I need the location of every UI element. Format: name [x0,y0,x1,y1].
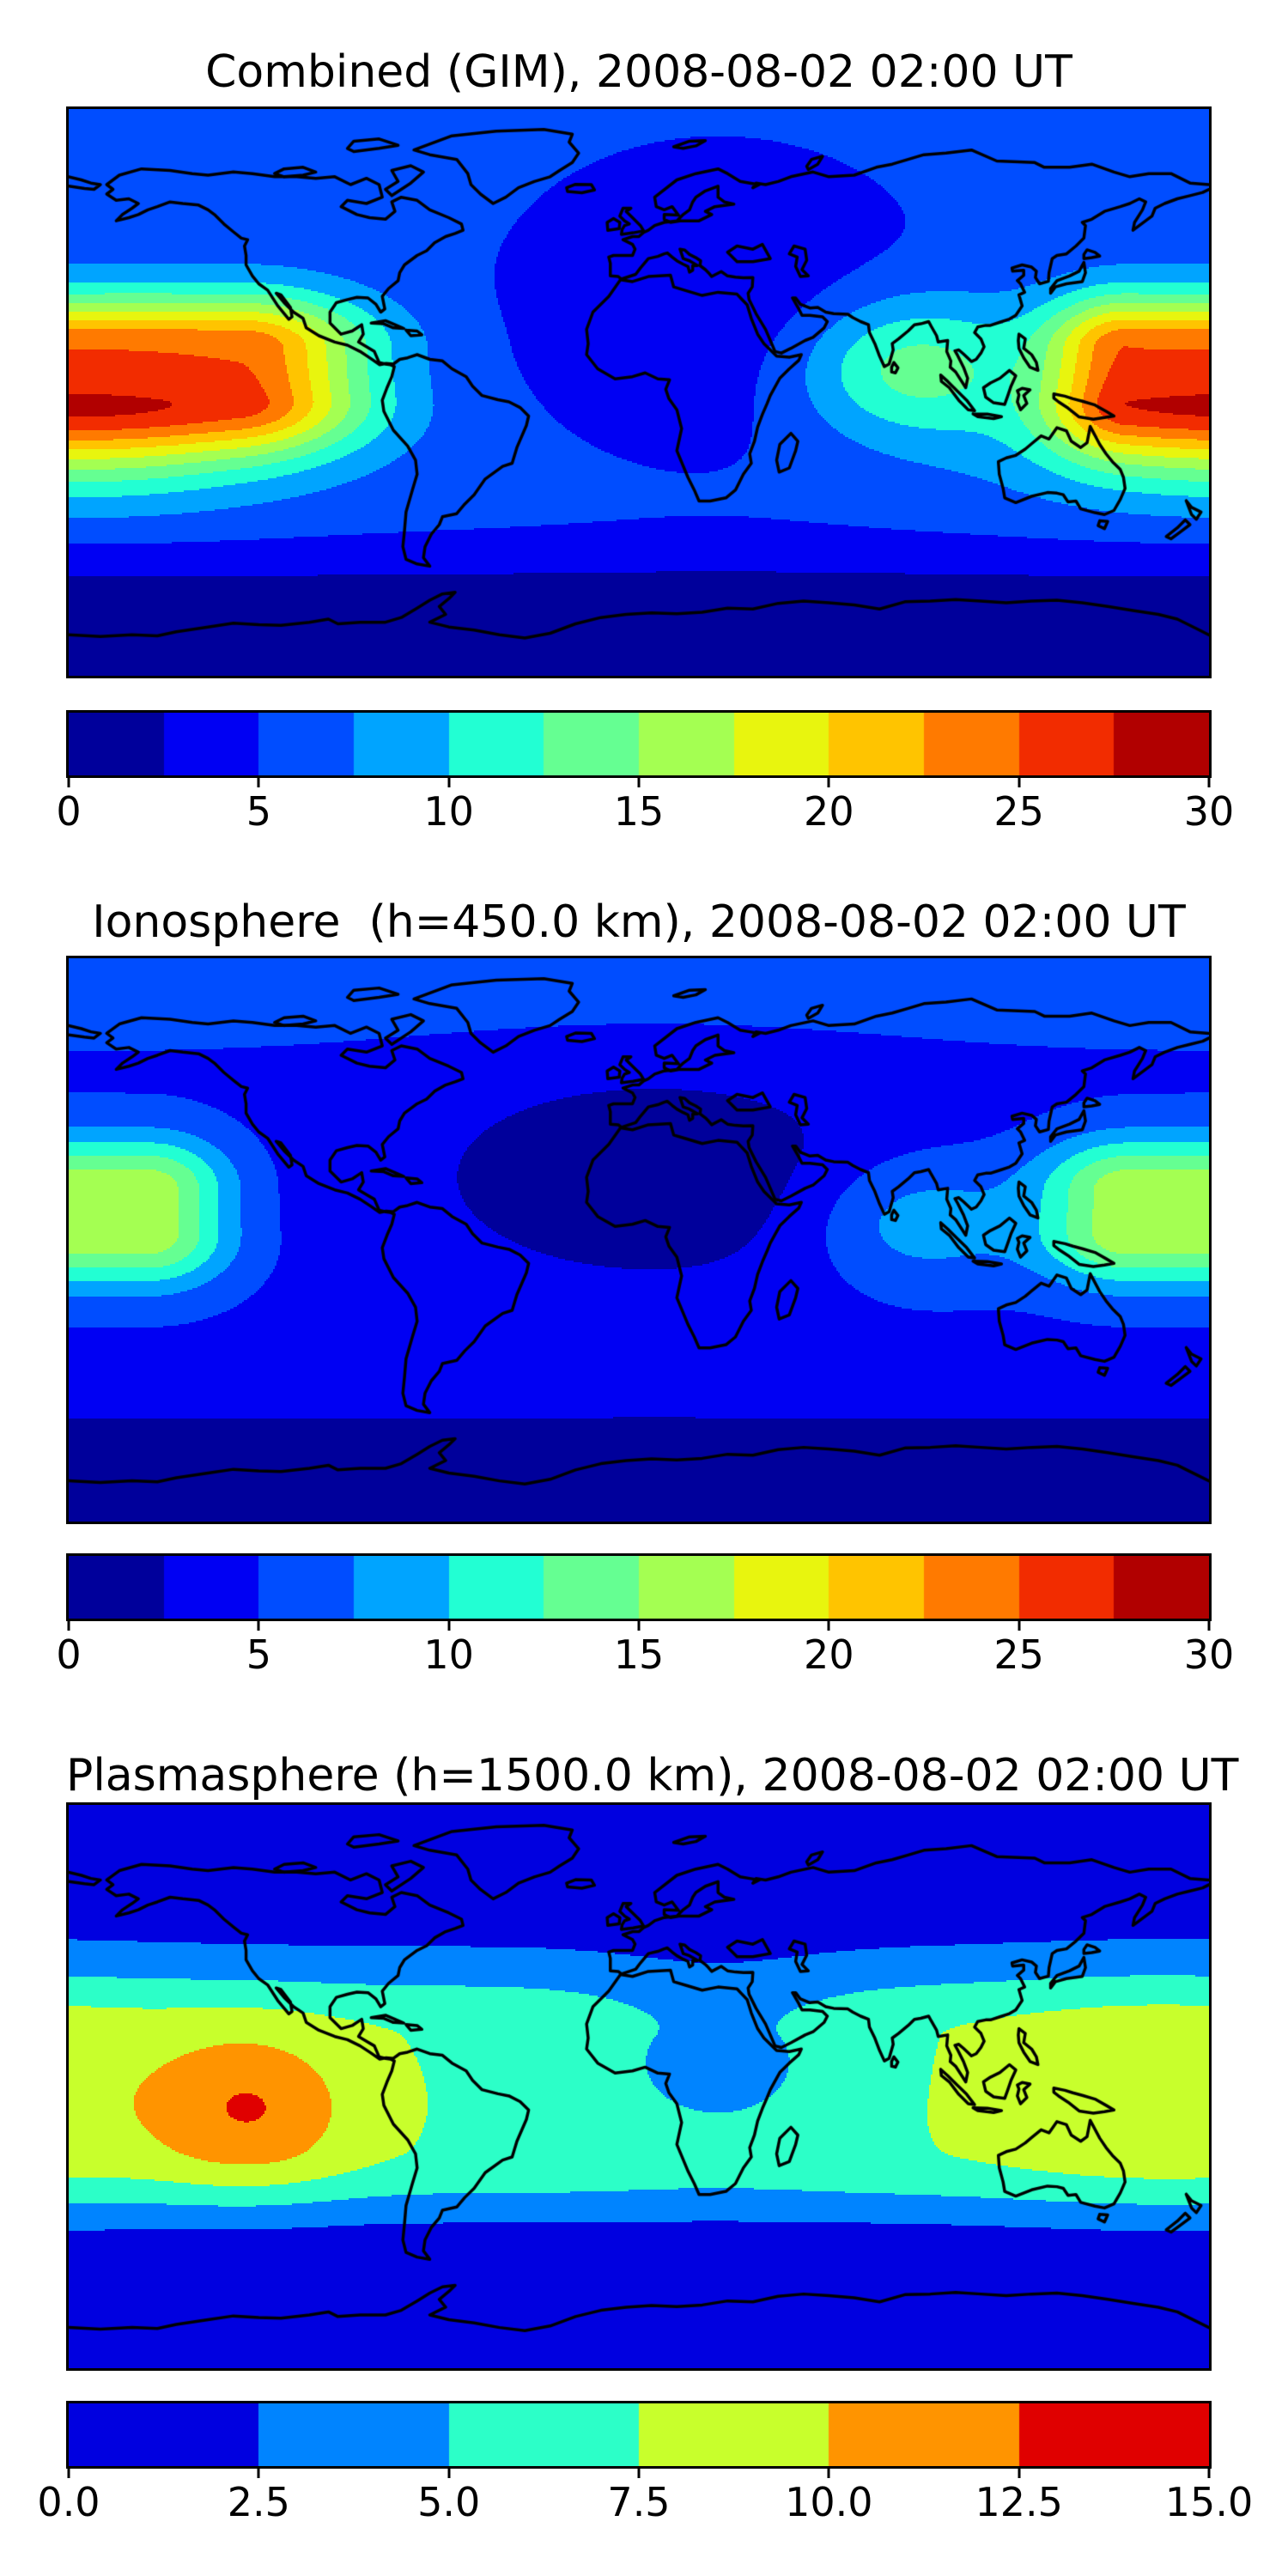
colorbar-tick-label: 30 [1183,788,1235,835]
colorbar-tick-label: 0.0 [37,2479,100,2525]
colorbar-tick [827,2469,830,2478]
colorbar-tick [67,778,70,787]
colorbar-tick-label: 15 [613,1631,665,1678]
map-frame [66,956,1212,1524]
colorbar-tick-label: 15 [613,788,665,835]
colorbar-tick [67,1621,70,1631]
colorbar-tick-row: 0.0 2.5 5.0 7.5 10.0 12.5 15.0 [37,2469,1253,2533]
colorbar-tick-label: 25 [993,788,1044,835]
map-frame [66,106,1212,678]
colorbar-tick [67,2469,70,2478]
coastline-canvas [69,109,1209,676]
colorbar-tick-label: 0 [56,788,82,835]
colorbar-tick [1018,778,1021,787]
colorbar-tick-label: 20 [804,788,854,835]
colorbar-tick [257,2469,260,2478]
colorbar-tick-row: 0 5 10 15 20 25 30 [56,1621,1234,1686]
colorbar-tick-label: 12.5 [975,2479,1063,2525]
panel-title: Combined (GIM), 2008-08-02 02:00 UT [205,46,1072,98]
colorbar-tick [257,1621,260,1631]
colorbar-frame [66,2401,1212,2469]
colorbar-tick [827,1621,830,1631]
colorbar-canvas [69,713,1209,775]
colorbar-canvas [69,2403,1209,2466]
colorbar-tick [1207,778,1211,787]
colorbar-frame [66,710,1212,778]
colorbar-canvas [69,1556,1209,1619]
colorbar-tick-label: 15.0 [1164,2479,1254,2525]
colorbar-tick-label: 20 [804,1631,854,1678]
colorbar-tick-label: 0 [56,1631,82,1678]
colorbar-tick-label: 25 [993,1631,1044,1678]
colorbar-tick-label: 5 [246,788,271,835]
colorbar-tick-label: 30 [1183,1631,1235,1678]
colorbar-tick [447,2469,451,2478]
colorbar-tick [1018,2469,1021,2478]
colorbar-tick [827,778,830,787]
colorbar-tick-label: 5.0 [417,2479,481,2525]
colorbar-tick-label: 10 [423,1631,474,1678]
colorbar-tick-row: 0 5 10 15 20 25 30 [56,778,1234,842]
colorbar-tick [447,778,451,787]
panel-title: Plasmasphere (h=1500.0 km), 2008-08-02 0… [66,1750,1239,1801]
colorbar-tick-label: 7.5 [607,2479,671,2525]
map-frame [66,1802,1212,2371]
colorbar-tick-label: 10.0 [785,2479,873,2525]
colorbar-tick [1207,2469,1211,2478]
colorbar-tick-label: 2.5 [227,2479,290,2525]
colorbar-tick [1207,1621,1211,1631]
colorbar-frame [66,1553,1212,1621]
colorbar-tick [637,778,641,787]
colorbar-tick [637,1621,641,1631]
colorbar-tick [447,1621,451,1631]
colorbar-tick [257,778,260,787]
colorbar-tick [637,2469,641,2478]
colorbar-tick [1018,1621,1021,1631]
panel-title: Ionosphere (h=450.0 km), 2008-08-02 02:0… [92,896,1186,948]
coastline-canvas [69,1805,1209,2368]
coastline-canvas [69,958,1209,1522]
colorbar-tick-label: 10 [423,788,474,835]
colorbar-tick-label: 5 [246,1631,271,1678]
